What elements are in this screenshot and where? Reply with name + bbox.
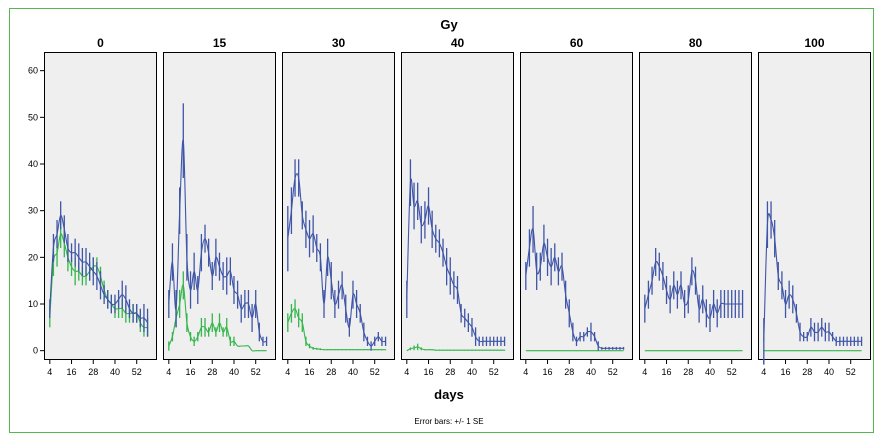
x-tick-label: 4 [761,367,766,377]
x-tick-label: 28 [683,367,693,377]
y-tick-label: 60 [28,66,38,76]
x-tick-label: 52 [132,367,142,377]
y-tick-label: 30 [28,206,38,216]
x-tick-label: 4 [166,367,171,377]
panel-30: 30 4 16 28 40 52 [283,36,395,377]
x-tick-label: 52 [489,367,499,377]
x-tick-label: 52 [608,367,618,377]
panel-0: 0 4 16 28 40 52 [45,36,157,377]
x-tick-label: 52 [846,367,856,377]
x-tick-label: 16 [781,367,791,377]
panel-label: 15 [213,36,227,50]
y-tick-label: 20 [28,252,38,262]
x-tick-label: 16 [662,367,672,377]
y-tick-label: 10 [28,299,38,309]
x-tick-label: 28 [207,367,217,377]
panel-80: 80 4 16 28 40 52 [640,36,752,377]
x-tick-label: 4 [523,367,528,377]
panel-label: 0 [97,36,104,50]
x-tick-label: 40 [824,367,834,377]
panel-40: 40 4 16 28 40 52 [402,36,514,377]
x-tick-label: 28 [88,367,98,377]
x-tick-label: 16 [186,367,196,377]
panel-background [521,53,633,360]
panel-label: 30 [332,36,346,50]
x-tick-label: 16 [424,367,434,377]
y-axis: 0 10 20 30 40 50 60 [28,66,44,356]
x-tick-label: 52 [370,367,380,377]
x-tick-label: 16 [305,367,315,377]
panel-label: 60 [570,36,584,50]
x-tick-label: 52 [251,367,261,377]
chart-title: Gy [440,17,458,32]
x-tick-label: 16 [543,367,553,377]
panel-label: 80 [689,36,703,50]
error-bar-note: Error bars: +/- 1 SE [414,417,483,426]
panel-100: 100 4 16 28 40 52 [759,36,871,377]
x-tick-label: 40 [705,367,715,377]
x-tick-label: 28 [564,367,574,377]
x-tick-label: 4 [47,367,52,377]
y-tick-label: 0 [33,346,38,356]
y-tick-label: 40 [28,159,38,169]
x-tick-label: 40 [110,367,120,377]
x-tick-label: 28 [445,367,455,377]
panel-label: 40 [451,36,465,50]
x-axis-title: days [434,387,464,402]
panel-background [759,53,871,360]
x-tick-label: 40 [229,367,239,377]
y-tick-label: 50 [28,112,38,122]
x-tick-label: 40 [586,367,596,377]
x-tick-label: 16 [67,367,77,377]
panel-15: 15 4 16 28 40 52 [164,36,276,377]
panel-label: 100 [804,36,824,50]
x-tick-label: 4 [642,367,647,377]
x-tick-label: 4 [404,367,409,377]
x-tick-label: 52 [727,367,737,377]
x-tick-label: 40 [348,367,358,377]
x-tick-label: 40 [467,367,477,377]
panel-60: 60 4 16 28 40 52 [521,36,633,377]
x-tick-label: 4 [285,367,290,377]
x-tick-label: 28 [802,367,812,377]
x-tick-label: 28 [326,367,336,377]
